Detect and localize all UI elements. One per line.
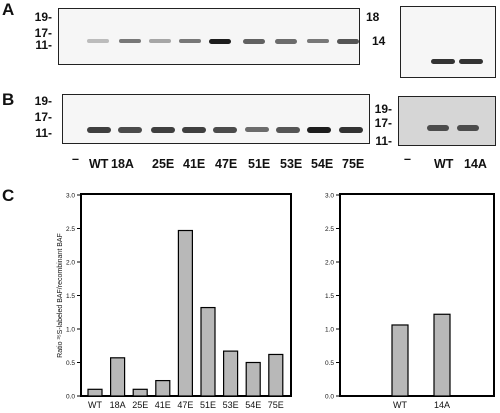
mw-marker: 17- [374, 116, 392, 130]
western-blot-b-right [398, 96, 496, 146]
bar [155, 379, 171, 397]
y-tick-label: 3.0 [66, 193, 75, 200]
protein-band [459, 59, 483, 65]
bar [268, 353, 284, 397]
protein-band [209, 39, 231, 45]
bar-chart-right-frame [339, 193, 495, 397]
protein-band [149, 39, 171, 43]
lane-label: WT [89, 157, 109, 171]
western-blot-a-left [58, 8, 360, 65]
x-tick-label: 54E [245, 400, 261, 410]
y-tick-label: 0.0 [66, 394, 75, 401]
protein-band [457, 125, 479, 131]
bar-chart-left: 0.0 0.5 1.0 1.5 2.0 2.5 3.0 WT 18A 25E 41E 47E 51E 53… [57, 193, 284, 411]
y-tick-label: 2.0 [66, 260, 75, 267]
protein-band [307, 127, 331, 134]
lane-label: 25E [152, 157, 175, 171]
bar [200, 306, 216, 397]
y-tick-label: 2.5 [325, 226, 334, 233]
protein-band [118, 127, 142, 133]
mw-marker: 11- [35, 38, 52, 52]
protein-band [87, 39, 109, 43]
panel-label-a: A [2, 0, 15, 19]
lane-label-none: – [404, 152, 411, 166]
y-tick-label: 0.5 [66, 360, 75, 367]
lane-label: 51E [248, 157, 271, 171]
protein-band [87, 127, 111, 133]
protein-band [213, 127, 237, 133]
x-tick-label: 47E [177, 400, 193, 410]
y-axis-label: Ratio ³⁵S-labeled BAF/recombinant BAF [57, 233, 64, 358]
y-tick-label: 0.5 [325, 360, 334, 367]
lane-label: 47E [215, 157, 238, 171]
y-tick-label: 1.5 [66, 293, 75, 300]
mw-marker: 18 [366, 10, 380, 24]
lane-label: 75E [342, 157, 365, 171]
bar [391, 324, 409, 397]
x-tick-label: 18A [110, 400, 126, 410]
mw-marker: 14 [372, 34, 386, 48]
y-tick-label: 1.5 [325, 293, 334, 300]
lane-label: 14A [464, 157, 487, 171]
x-tick-label: 51E [200, 400, 216, 410]
mw-marker: 17- [34, 26, 52, 40]
lane-label: 54E [311, 157, 334, 171]
protein-band [307, 39, 329, 44]
x-tick-label: WT [88, 400, 102, 410]
bar [223, 350, 239, 397]
protein-band [179, 39, 201, 44]
mw-marker: 11- [375, 134, 392, 148]
x-tick-label: WT [393, 400, 407, 410]
y-tick-label: 0.0 [325, 394, 334, 401]
protein-band [431, 59, 455, 65]
y-tick-label: 2.5 [66, 226, 75, 233]
x-tick-label: 75E [268, 400, 284, 410]
western-blot-a-right [400, 6, 496, 78]
bar [87, 388, 103, 397]
mw-marker: 19- [374, 102, 392, 116]
mw-marker: 17- [34, 110, 52, 124]
bar [132, 388, 148, 397]
protein-band [151, 127, 175, 133]
lane-label: 53E [280, 157, 303, 171]
protein-band [245, 127, 269, 133]
bar-chart-right: 0.0 0.5 1.0 1.5 2.0 2.5 3.0 WT 14A [325, 193, 451, 410]
bar [433, 313, 451, 397]
x-tick-label: 14A [434, 400, 450, 410]
protein-band [119, 39, 141, 44]
panel-label-c: C [2, 186, 15, 205]
lane-label: 18A [111, 157, 134, 171]
panel-label-b: B [2, 90, 15, 109]
y-tick-label: 3.0 [325, 193, 334, 200]
protein-band [339, 127, 363, 134]
bar [177, 229, 193, 397]
x-tick-label: 41E [155, 400, 171, 410]
protein-band [337, 39, 359, 44]
protein-band [182, 127, 206, 133]
protein-band [243, 39, 265, 44]
mw-marker: 19- [34, 94, 52, 108]
x-tick-label: 25E [132, 400, 148, 410]
lane-label-none: – [72, 152, 79, 166]
bar [245, 361, 261, 397]
x-tick-label: 53E [223, 400, 239, 410]
mw-marker: 11- [35, 126, 52, 140]
mw-marker: 19- [34, 10, 52, 24]
y-tick-label: 1.0 [325, 327, 334, 334]
y-tick-label: 2.0 [325, 260, 334, 267]
protein-band [275, 39, 297, 44]
lane-label: 41E [183, 157, 206, 171]
lane-label: WT [434, 157, 454, 171]
protein-band [427, 125, 449, 131]
western-blot-b-left [62, 94, 370, 144]
protein-band [276, 127, 300, 133]
bar [109, 357, 126, 397]
y-tick-label: 1.0 [66, 327, 75, 334]
